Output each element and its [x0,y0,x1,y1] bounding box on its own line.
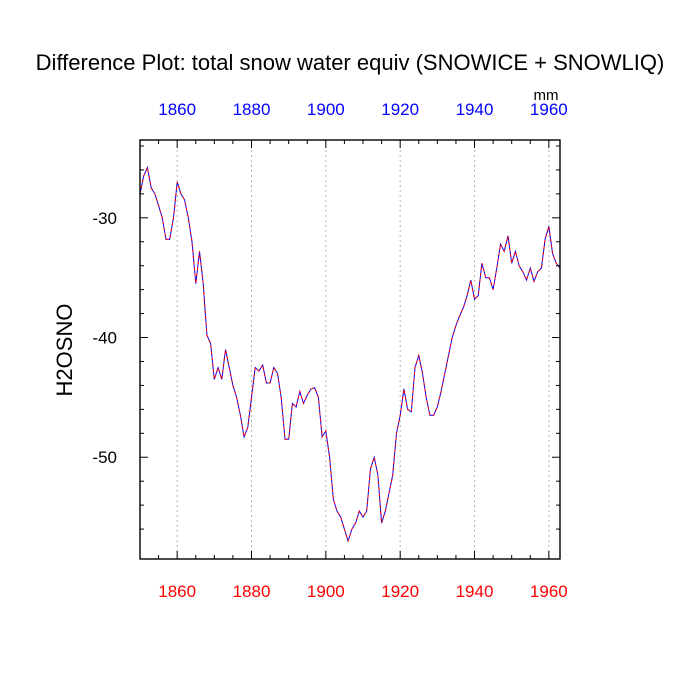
units-label: mm [534,87,559,104]
x-tick-label-bottom: 1880 [233,582,271,601]
x-tick-label-bottom: 1960 [530,582,568,601]
x-tick-label-bottom: 1900 [307,582,345,601]
x-tick-label-bottom: 1920 [381,582,419,601]
tick-labels: 1860 1860 1880 1880 1900 1900 1920 1920 1940 1940… [92,100,567,601]
series-line-blue [139,165,561,543]
x-tick-label-top: 1920 [381,100,419,119]
grid [176,140,550,559]
y-tick-label: -40 [92,329,117,348]
series-line-red-dashed [139,165,561,543]
x-tick-label-top: 1940 [456,100,494,119]
x-tick-label-top: 1960 [530,100,568,119]
series-lines [139,165,561,543]
axis-ticks [140,140,560,559]
x-tick-label-bottom: 1940 [456,582,494,601]
plot-frame [139,139,561,560]
x-tick-label-top: 1880 [233,100,271,119]
x-tick-label-bottom: 1860 [158,582,196,601]
y-tick-label: -50 [92,448,117,467]
y-tick-label: -30 [92,209,117,228]
x-tick-label-top: 1860 [158,100,196,119]
chart-title: Difference Plot: total snow water equiv … [36,50,665,75]
y-axis-label: H2OSNO [52,304,77,397]
x-tick-label-top: 1900 [307,100,345,119]
